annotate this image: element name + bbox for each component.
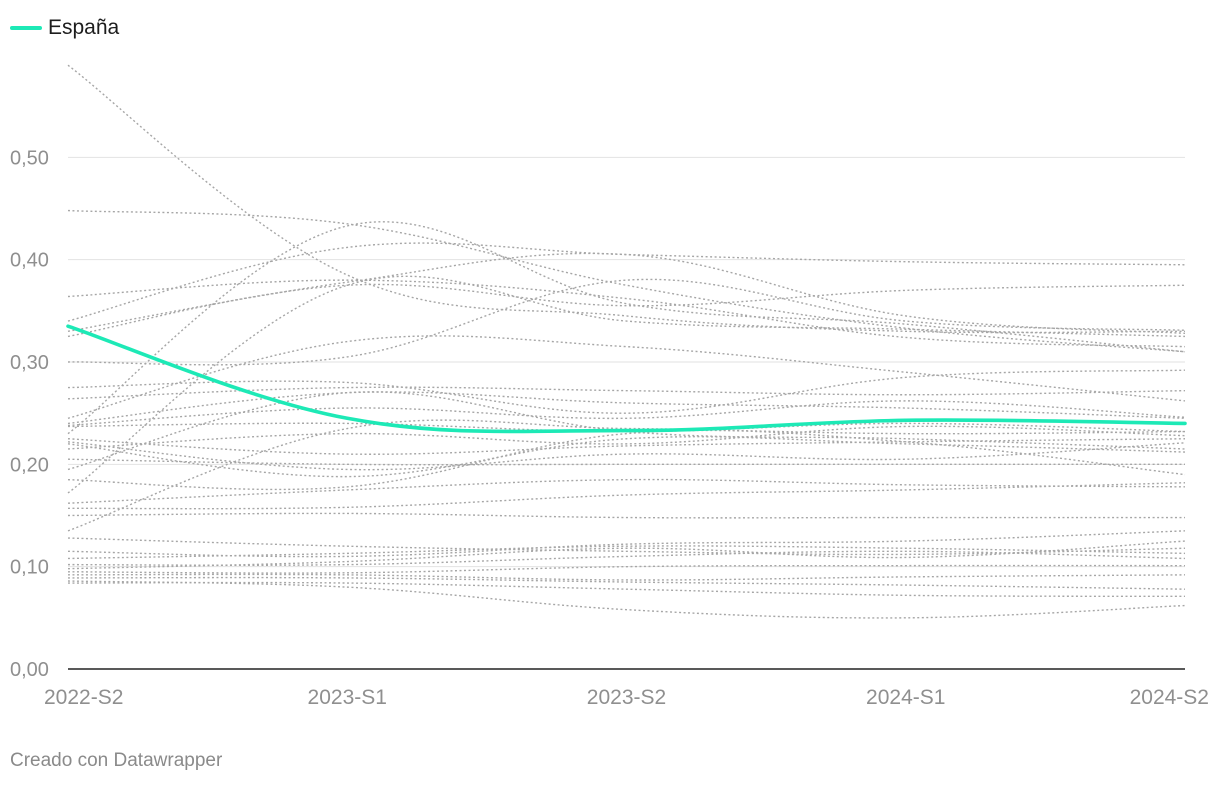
- background-series-line: [67, 573, 1186, 581]
- background-series-line: [67, 540, 1186, 570]
- background-series-line: [67, 283, 1186, 338]
- background-series-line: [67, 441, 1186, 471]
- background-series-line: [67, 436, 1186, 478]
- background-series-line: [67, 580, 1186, 619]
- series-line-espana: [66, 324, 1187, 434]
- legend-label-espana: España: [48, 16, 120, 39]
- background-series-line: [67, 419, 1186, 532]
- x-tick-label: 2024-S1: [866, 686, 945, 709]
- background-series-line: [67, 530, 1186, 558]
- background-series-line: [67, 458, 1185, 466]
- x-tick-label: 2023-S2: [587, 686, 666, 709]
- background-series-line: [67, 550, 1186, 566]
- y-tick-label: 0,40: [10, 250, 49, 272]
- y-tick-label: 0,10: [10, 557, 49, 579]
- background-series-line: [67, 252, 1186, 335]
- x-tick-label: 2024-S2: [1130, 686, 1209, 709]
- background-series-line: [67, 391, 1186, 425]
- background-series-line: [67, 242, 1186, 322]
- background-series-line: [67, 386, 1186, 400]
- background-series-line: [67, 564, 1186, 574]
- legend-swatch-espana: [10, 26, 42, 30]
- legend: España: [10, 16, 119, 40]
- background-series-line: [67, 512, 1185, 519]
- background-series-line: [67, 279, 1186, 348]
- background-series-line: [67, 482, 1186, 510]
- background-series-line: [67, 545, 1186, 560]
- background-series-line: [67, 438, 1186, 455]
- background-series-line: [67, 221, 1186, 435]
- background-series-line: [67, 278, 1186, 366]
- credit-footer: Creado con Datawrapper: [10, 750, 223, 771]
- background-series-line: [67, 369, 1186, 414]
- background-series-line: [67, 400, 1186, 427]
- y-tick-label: 0,00: [10, 659, 49, 681]
- y-tick-label: 0,20: [10, 454, 49, 476]
- background-series-line: [67, 275, 1186, 494]
- x-tick-label: 2022-S2: [44, 686, 123, 709]
- background-series-line: [67, 581, 1186, 598]
- background-series-line: [67, 64, 1186, 334]
- background-series-line: [67, 429, 1186, 491]
- background-series-line: [67, 209, 1186, 353]
- background-series-line: [67, 576, 1186, 590]
- y-tick-label: 0,30: [10, 352, 49, 374]
- y-tick-label: 0,50: [10, 147, 49, 169]
- x-tick-label: 2023-S1: [308, 686, 387, 709]
- background-series-line: [67, 478, 1186, 504]
- background-series-line: [67, 425, 1186, 450]
